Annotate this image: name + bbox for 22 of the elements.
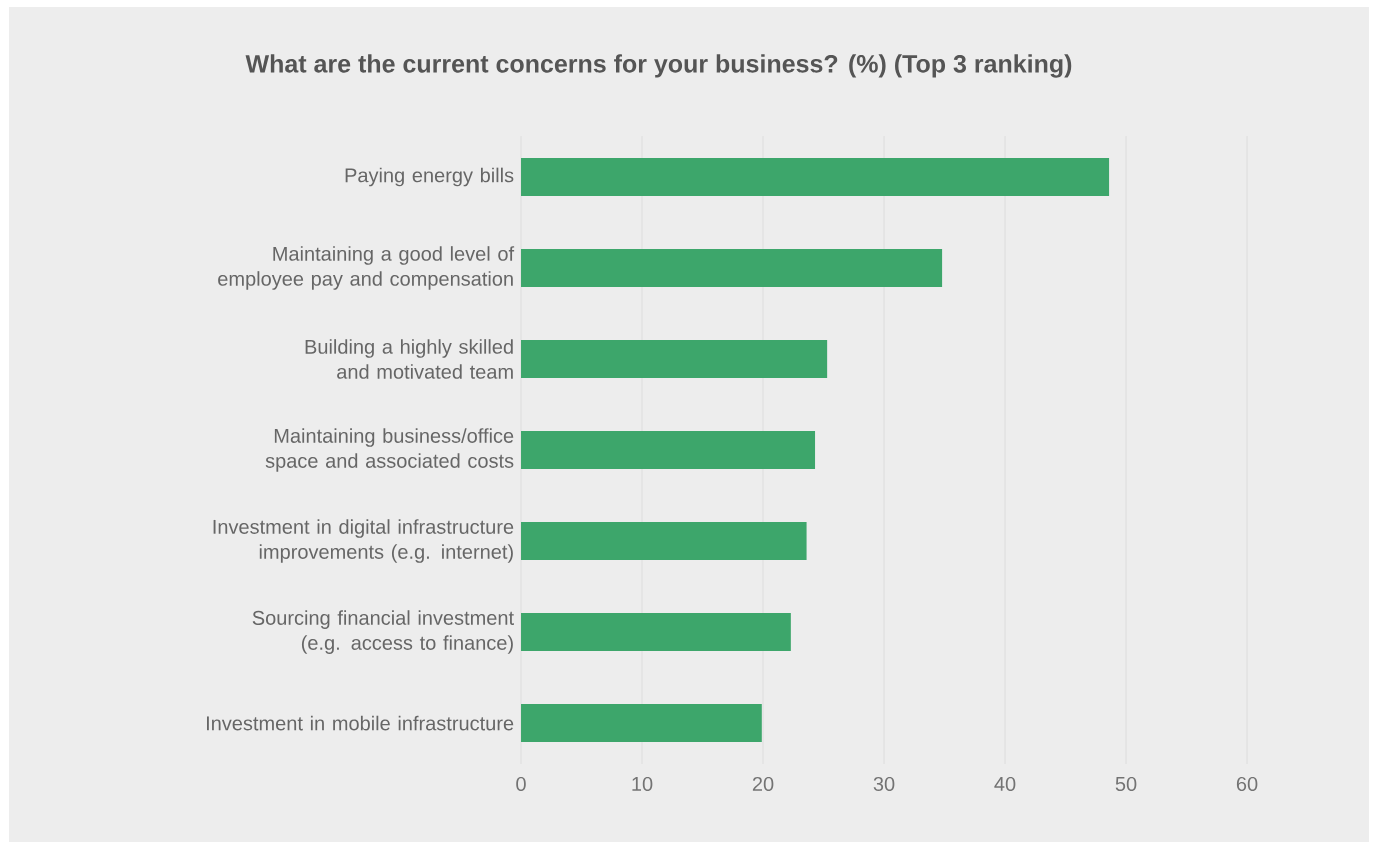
y-tick-label: Building a highly skilled and motivated team xyxy=(305,339,513,379)
y-tick-label: Maintaining business/office space and associated costs xyxy=(265,428,514,472)
x-tick-label: 0 xyxy=(516,776,526,792)
x-tick-label: 50 xyxy=(1115,776,1137,792)
x-tick-label: 40 xyxy=(994,776,1016,792)
bar xyxy=(521,613,791,652)
y-tick-label: Investment in mobile infrastructure xyxy=(206,715,514,731)
x-tick-label: 30 xyxy=(873,776,895,792)
bar xyxy=(521,340,828,379)
bar xyxy=(521,522,807,561)
x-tick-label: 20 xyxy=(752,776,774,792)
y-tick-label: Paying energy bills xyxy=(345,167,514,187)
bar xyxy=(521,249,943,287)
chart-title: What are the current concerns for your business? (%) (Top 3 ranking) xyxy=(245,54,1072,78)
bar xyxy=(521,704,762,743)
y-tick-label: Investment in digital infrastructure improvements (e.g. internet) xyxy=(213,519,514,563)
y-tick-label: Maintaining a good level of employee pay and compensation xyxy=(218,246,515,290)
x-tick-label: 60 xyxy=(1236,776,1258,792)
x-tick-label: 10 xyxy=(632,776,653,792)
y-tick-label: Sourcing financial investment (e.g. access to finance) xyxy=(252,610,514,654)
bar xyxy=(521,431,816,470)
bar xyxy=(521,157,1110,196)
